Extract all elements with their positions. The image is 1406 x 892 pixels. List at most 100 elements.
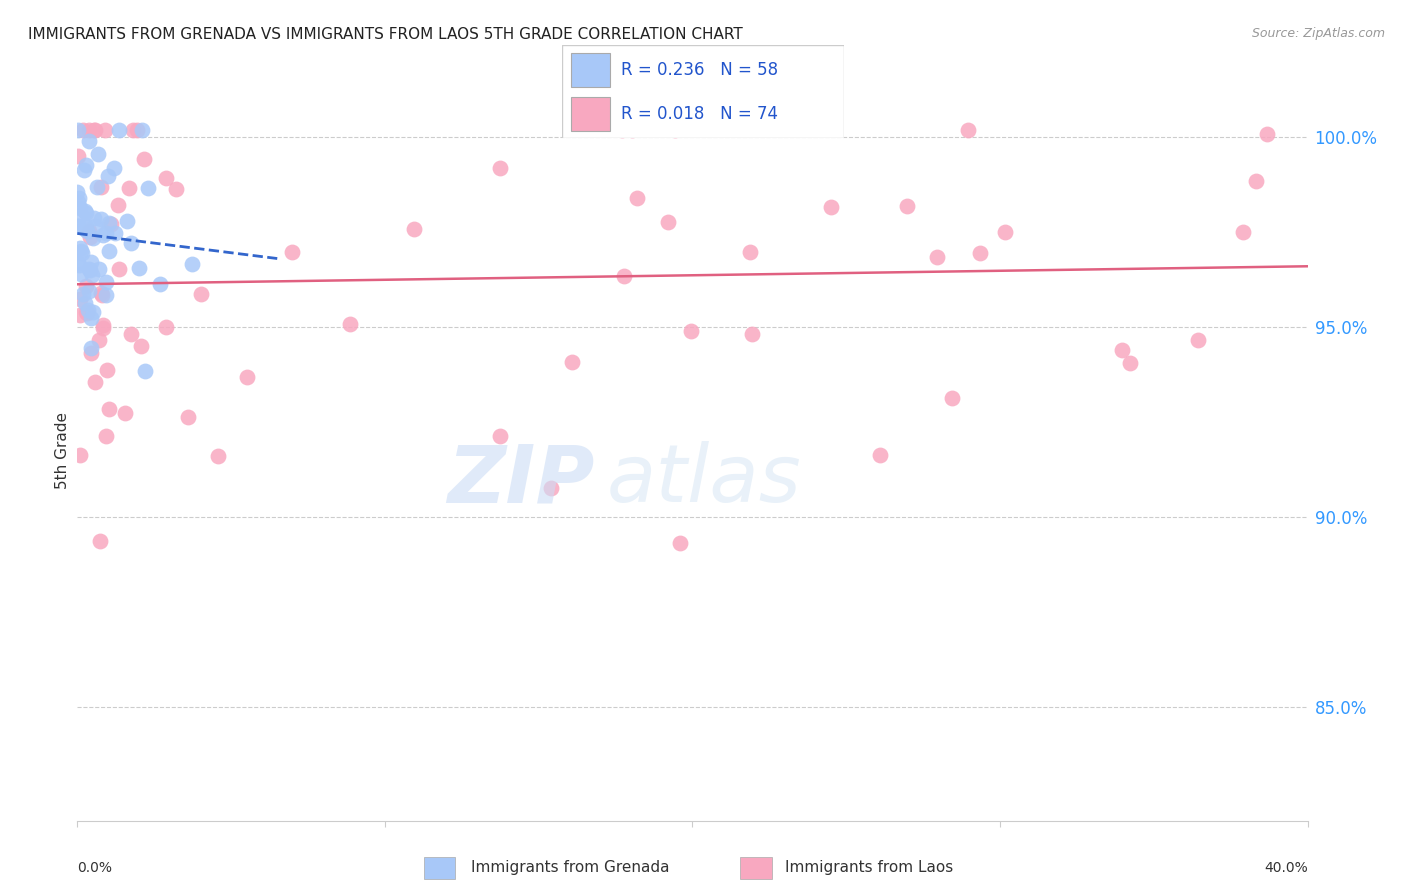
- Point: [83, 211, 105, 226]
- Point: [561, 355, 583, 369]
- Point: [1187, 333, 1209, 347]
- Point: [77, 223, 100, 237]
- Point: [1232, 225, 1254, 239]
- Point: [925, 251, 948, 265]
- Point: [107, 198, 129, 212]
- Point: [91, 288, 114, 302]
- Point: [613, 269, 636, 284]
- Point: [115, 214, 138, 228]
- Point: [1111, 343, 1133, 357]
- Point: [77, 261, 100, 276]
- Text: IMMIGRANTS FROM GRENADA VS IMMIGRANTS FROM LAOS 5TH GRADE CORRELATION CHART: IMMIGRANTS FROM GRENADA VS IMMIGRANTS FR…: [28, 27, 742, 42]
- Point: [165, 182, 187, 196]
- Point: [84, 122, 107, 136]
- Point: [626, 190, 648, 204]
- Point: [657, 215, 679, 229]
- Y-axis label: 5th Grade: 5th Grade: [55, 412, 70, 489]
- Point: [679, 324, 702, 338]
- Point: [90, 211, 112, 226]
- Point: [79, 229, 101, 244]
- Point: [83, 122, 105, 136]
- Point: [96, 362, 118, 376]
- Point: [134, 152, 156, 166]
- Point: [80, 268, 103, 282]
- Point: [75, 158, 97, 172]
- Text: R = 0.236   N = 58: R = 0.236 N = 58: [621, 61, 779, 78]
- Point: [969, 246, 991, 260]
- Text: 0.0%: 0.0%: [77, 862, 112, 875]
- Point: [93, 122, 115, 136]
- Point: [134, 364, 156, 378]
- Point: [69, 208, 91, 222]
- Point: [87, 147, 110, 161]
- Point: [621, 122, 644, 136]
- Bar: [571, 97, 610, 131]
- Point: [77, 122, 100, 136]
- Point: [67, 219, 90, 233]
- Point: [136, 181, 159, 195]
- Point: [155, 320, 177, 334]
- Point: [66, 219, 89, 234]
- Point: [70, 244, 93, 258]
- Point: [91, 318, 114, 333]
- Point: [82, 231, 104, 245]
- Point: [120, 326, 142, 341]
- Point: [540, 481, 562, 495]
- Point: [69, 201, 91, 215]
- Point: [83, 375, 105, 389]
- Point: [69, 292, 91, 306]
- Point: [155, 170, 177, 185]
- Point: [177, 409, 200, 424]
- Point: [669, 536, 692, 550]
- Point: [117, 180, 139, 194]
- Point: [488, 429, 510, 443]
- Point: [67, 122, 90, 136]
- Point: [114, 406, 136, 420]
- Point: [66, 185, 89, 199]
- Point: [281, 245, 304, 260]
- Point: [869, 448, 891, 462]
- Point: [80, 342, 103, 356]
- Text: ZIP: ZIP: [447, 441, 595, 519]
- Point: [86, 180, 108, 194]
- Point: [75, 279, 97, 293]
- Point: [67, 149, 90, 163]
- Point: [94, 275, 117, 289]
- Point: [128, 261, 150, 276]
- Point: [70, 267, 93, 281]
- Point: [89, 534, 111, 549]
- Point: [80, 345, 103, 359]
- Point: [67, 259, 90, 273]
- Point: [1244, 174, 1267, 188]
- Point: [79, 262, 101, 277]
- Bar: [423, 857, 456, 879]
- Point: [127, 122, 149, 136]
- Point: [108, 261, 131, 276]
- Point: [100, 218, 122, 232]
- Point: [66, 195, 89, 210]
- Point: [77, 285, 100, 299]
- Text: R = 0.018   N = 74: R = 0.018 N = 74: [621, 105, 779, 123]
- Text: Immigrants from Laos: Immigrants from Laos: [785, 860, 953, 874]
- Point: [69, 448, 91, 462]
- Point: [75, 305, 97, 319]
- Point: [70, 246, 93, 260]
- Point: [73, 296, 96, 310]
- Point: [103, 161, 125, 176]
- Point: [129, 339, 152, 353]
- Bar: [571, 53, 610, 87]
- Point: [1119, 356, 1142, 370]
- Point: [80, 311, 103, 326]
- Point: [73, 221, 96, 235]
- Bar: [740, 857, 772, 879]
- Point: [94, 288, 117, 302]
- Point: [148, 277, 170, 292]
- Point: [181, 257, 204, 271]
- Point: [90, 179, 112, 194]
- Point: [122, 122, 145, 136]
- Point: [67, 191, 90, 205]
- Point: [402, 222, 425, 236]
- Point: [66, 256, 89, 270]
- Point: [97, 169, 120, 183]
- Point: [93, 227, 115, 242]
